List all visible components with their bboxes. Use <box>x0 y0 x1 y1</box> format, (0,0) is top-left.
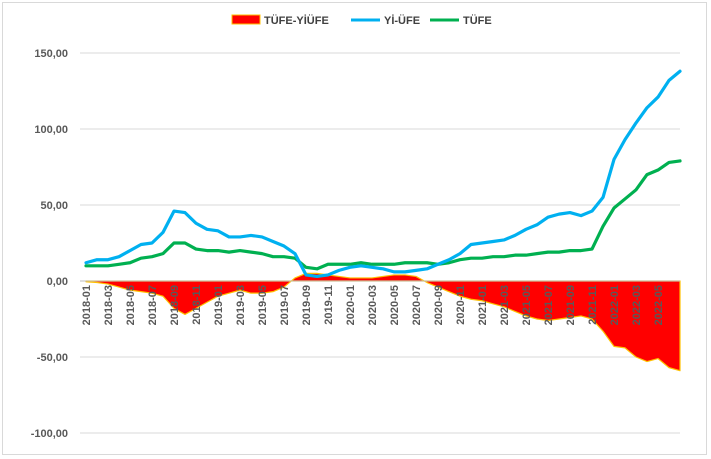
x-tick-label: 2018-01 <box>81 285 93 325</box>
area-series-layer <box>85 272 681 372</box>
x-tick-label: 2020-07 <box>411 285 423 325</box>
line-series-layer <box>84 69 682 279</box>
y-tick-label: -100,00 <box>31 428 68 440</box>
x-tick-label: 2018-03 <box>103 285 115 325</box>
x-tick-label: 2020-05 <box>389 285 401 325</box>
x-tick-label: 2019-03 <box>235 285 247 325</box>
y-tick-label: 0,00 <box>47 276 68 288</box>
legend-swatch-tufe-yiufe <box>231 14 261 25</box>
y-tick-labels: -100,00 -50,00 0,00 50,00 100,00 150,00 <box>31 48 68 440</box>
x-tick-label: 2019-09 <box>301 285 313 325</box>
x-tick-label: 2018-07 <box>147 285 159 325</box>
legend-label-tufe-yiufe: TÜFE-YİÜFE <box>264 14 329 27</box>
legend: TÜFE-YİÜFE Yİ-ÜFE TÜFE <box>231 14 492 27</box>
series-line-tufe <box>84 159 682 271</box>
y-tick-label: -50,00 <box>37 352 68 364</box>
x-tick-label: 2022-01 <box>609 285 621 325</box>
x-tick-label: 2021-01 <box>477 285 489 325</box>
x-tick-label: 2022-03 <box>631 285 643 325</box>
x-tick-label: 2021-05 <box>521 285 533 325</box>
x-tick-label: 2018-11 <box>191 285 203 325</box>
legend-label-yi-ufe: Yİ-ÜFE <box>384 14 420 27</box>
y-tick-label: 50,00 <box>40 200 68 212</box>
y-tick-label: 100,00 <box>34 124 68 136</box>
x-tick-label: 2019-11 <box>323 285 335 325</box>
x-tick-label: 2021-11 <box>587 285 599 325</box>
series-line-yi-ufe <box>84 69 682 279</box>
x-tick-label: 2019-05 <box>257 285 269 325</box>
x-tick-label: 2019-07 <box>279 285 291 325</box>
x-tick-label: 2021-03 <box>499 285 511 325</box>
x-tick-label: 2020-03 <box>367 285 379 325</box>
series-area-tufe-yiufe <box>85 272 681 372</box>
x-tick-label: 2020-11 <box>455 285 467 325</box>
x-tick-label: 2020-01 <box>345 285 357 325</box>
x-tick-label: 2019-01 <box>213 285 225 325</box>
x-tick-label: 2021-09 <box>565 285 577 325</box>
y-tick-label: 150,00 <box>34 48 68 60</box>
gridlines <box>80 52 680 434</box>
chart-frame <box>2 2 707 455</box>
x-tick-label: 2021-07 <box>543 285 555 325</box>
x-tick-label: 2022-05 <box>653 285 665 325</box>
x-tick-label: 2018-05 <box>125 285 137 325</box>
x-tick-label: 2018-09 <box>169 285 181 325</box>
legend-label-tufe: TÜFE <box>463 14 492 27</box>
x-tick-labels: 2018-01 2018-03 2018-05 2018-07 2018-09 2018-… <box>81 285 665 325</box>
x-tick-label: 2020-09 <box>433 285 445 325</box>
